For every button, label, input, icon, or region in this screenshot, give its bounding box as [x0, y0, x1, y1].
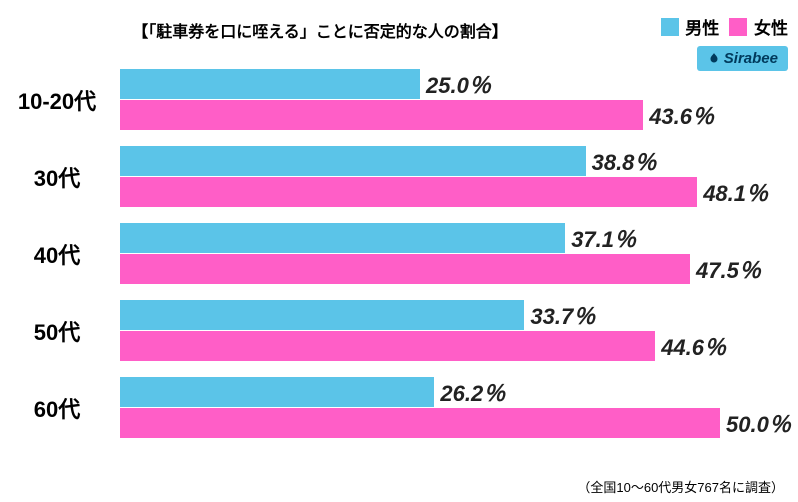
bar-value-female: 43.6％	[649, 99, 714, 131]
bar-value-female: 48.1％	[703, 176, 768, 208]
bar-value-male: 33.7％	[530, 299, 595, 331]
bar-female: 48.1％	[120, 177, 697, 207]
legend-swatch-male	[661, 18, 679, 36]
bar-value-female: 50.0％	[726, 407, 791, 439]
category-label: 50代	[0, 315, 120, 347]
brand-text: Sirabee	[724, 50, 778, 67]
bar-female: 50.0％	[120, 408, 720, 438]
chart-title: 【「駐車券を口に咥える」ことに否定的な人の割合】	[0, 18, 640, 42]
bars-container: 33.7％44.6％	[120, 299, 798, 362]
bar-chart: 10-20代25.0％43.6％30代38.8％48.1％40代37.1％47.…	[0, 68, 798, 453]
category-label: 10-20代	[0, 84, 120, 116]
bars-container: 26.2％50.0％	[120, 376, 798, 439]
bar-group: 50代33.7％44.6％	[0, 299, 798, 362]
bar-value-male: 26.2％	[440, 376, 505, 408]
legend-label-female: 女性	[754, 19, 788, 38]
legend-swatch-female	[729, 18, 747, 36]
bar-female: 43.6％	[120, 100, 643, 130]
bar-group: 10-20代25.0％43.6％	[0, 68, 798, 131]
bar-male: 26.2％	[120, 377, 434, 407]
category-label: 60代	[0, 392, 120, 424]
bar-group: 40代37.1％47.5％	[0, 222, 798, 285]
bar-female: 44.6％	[120, 331, 655, 361]
bar-value-male: 37.1％	[571, 222, 636, 254]
bars-container: 38.8％48.1％	[120, 145, 798, 208]
bars-container: 25.0％43.6％	[120, 68, 798, 131]
legend: 男性 女性	[661, 14, 788, 39]
bar-value-male: 38.8％	[592, 145, 657, 177]
bars-container: 37.1％47.5％	[120, 222, 798, 285]
bar-male: 33.7％	[120, 300, 524, 330]
bar-male: 38.8％	[120, 146, 586, 176]
bar-male: 25.0％	[120, 69, 420, 99]
brand-icon	[707, 52, 721, 66]
legend-item-female: 女性	[729, 14, 788, 39]
bar-value-male: 25.0％	[426, 68, 491, 100]
bar-female: 47.5％	[120, 254, 690, 284]
bar-male: 37.1％	[120, 223, 565, 253]
bar-group: 30代38.8％48.1％	[0, 145, 798, 208]
category-label: 40代	[0, 238, 120, 270]
bar-value-female: 44.6％	[661, 330, 726, 362]
bar-value-female: 47.5％	[696, 253, 761, 285]
legend-item-male: 男性	[661, 14, 720, 39]
footnote: （全国10～60代男女767名に調査）	[577, 477, 784, 496]
category-label: 30代	[0, 161, 120, 193]
legend-label-male: 男性	[685, 19, 719, 38]
bar-group: 60代26.2％50.0％	[0, 376, 798, 439]
